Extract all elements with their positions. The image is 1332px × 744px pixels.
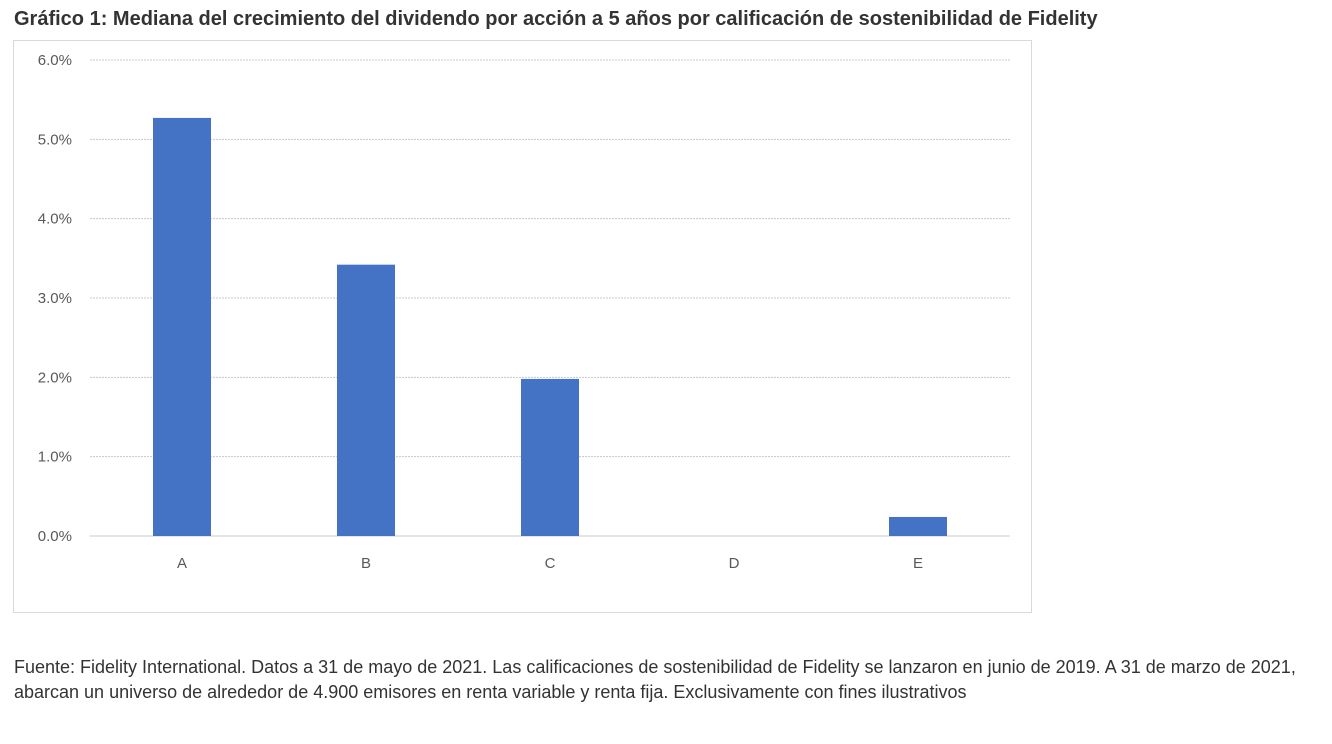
bar-B (337, 264, 395, 536)
x-tick-label: C (545, 555, 556, 572)
y-tick-label: 3.0% (38, 290, 72, 307)
x-tick-label: D (729, 555, 740, 572)
y-tick-label: 1.0% (38, 449, 72, 466)
x-tick-label: E (913, 555, 923, 572)
y-tick-label: 5.0% (38, 131, 72, 148)
x-tick-label: A (177, 555, 187, 572)
y-tick-label: 6.0% (38, 52, 72, 69)
bar-C (521, 378, 579, 536)
source-footnote: Fuente: Fidelity International. Datos a … (14, 657, 1296, 702)
y-tick-label: 0.0% (38, 528, 72, 545)
chart-area (13, 40, 1032, 613)
y-tick-label: 4.0% (38, 211, 72, 228)
y-tick-label: 2.0% (38, 369, 72, 386)
bar-A (153, 117, 211, 536)
bar-E (889, 516, 947, 536)
x-tick-label: B (361, 555, 371, 572)
chart-title: Gráfico 1: Mediana del crecimiento del d… (14, 8, 1098, 30)
